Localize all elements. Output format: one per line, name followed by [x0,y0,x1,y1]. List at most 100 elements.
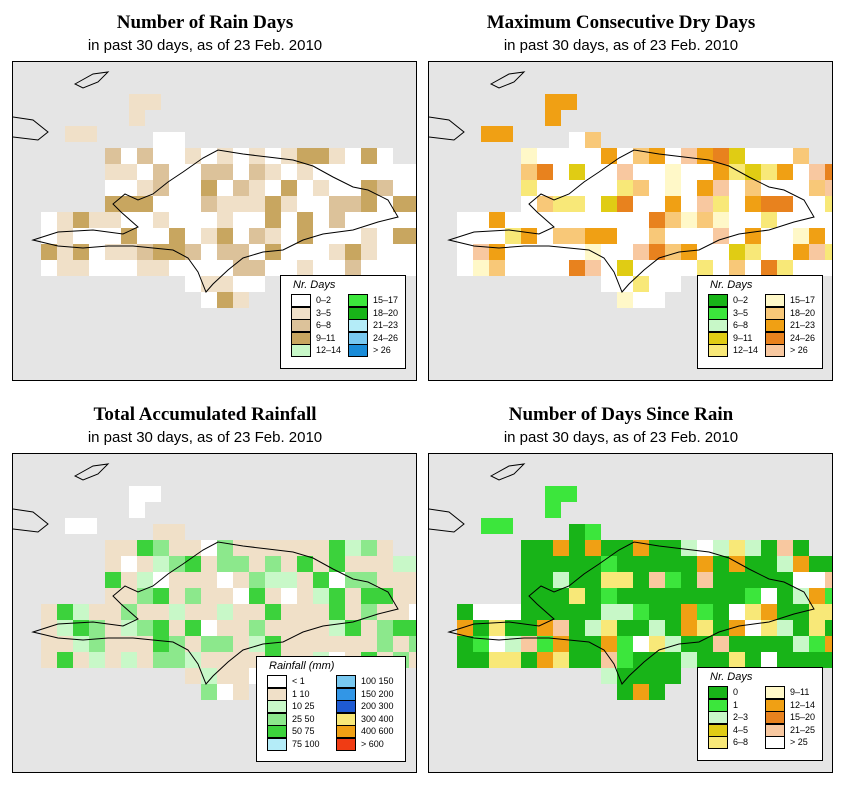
grid-cell [729,148,745,164]
grid-cell [105,244,121,260]
grid-cell [409,652,416,668]
grid-cell [473,212,489,228]
grid-cell [681,620,697,636]
grid-cell [233,292,249,308]
grid-cell [121,244,137,260]
legend-swatch [708,331,728,345]
grid-cell [233,620,249,636]
grid-cell [393,260,409,276]
legend-label: 0–2 [316,295,332,305]
map-canvas [429,463,832,700]
grid-cell [729,260,745,276]
grid-cell [745,588,761,604]
grid-cell [169,196,185,212]
grid-cell [681,180,697,196]
legend-swatch [765,294,785,307]
legend-swatch [336,737,356,751]
grid-cell [761,260,777,276]
grid-cell [633,620,649,636]
grid-cell [129,486,145,502]
grid-cell [617,636,633,652]
grid-cell [729,164,745,180]
grid-cell [681,244,697,260]
legend-label: < 1 [292,676,305,686]
grid-cell [281,228,297,244]
grid-cell [201,212,217,228]
grid-cell [185,260,201,276]
grid-cell [777,620,793,636]
grid-cell [617,652,633,668]
grid-cell [697,164,713,180]
grid-cell [185,540,201,556]
grid-cell [233,652,249,668]
grid-cell [249,212,265,228]
grid-cell [649,164,665,180]
grid-cell [697,588,713,604]
grid-cell [313,260,329,276]
grid-cell [217,572,233,588]
grid-cell [777,212,793,228]
grid-cell [729,636,745,652]
grid-cell [713,540,729,556]
grid-cell [713,228,729,244]
grid-cell [729,180,745,196]
grid-cell [361,228,377,244]
grid-cell [121,180,137,196]
grid-cell [761,164,777,180]
grid-cell [105,556,121,572]
panel-title: Maximum Consecutive Dry Days [486,12,756,33]
grid-cell [713,196,729,212]
grid-cell [457,636,473,652]
grid-cell [585,572,601,588]
legend-label: 0–2 [733,295,749,305]
grid-cell [793,636,809,652]
grid-cell [169,148,185,164]
grid-cell [745,540,761,556]
grid-cell [137,540,153,556]
grid-cell [105,228,121,244]
grid-cell [553,652,569,668]
grid-cell [729,228,745,244]
grid-cell [553,164,569,180]
grid-cell [473,228,489,244]
grid-cell [361,540,377,556]
grid-cell [617,148,633,164]
grid-cell [649,212,665,228]
grid-cell [713,620,729,636]
grid-cell [233,604,249,620]
grid-cell [537,244,553,260]
grid-cell [233,276,249,292]
grid-cell [825,260,832,276]
grid-cell [217,212,233,228]
grid-cell [137,556,153,572]
legend-swatch [348,344,368,357]
grid-cell [633,260,649,276]
grid-cell [697,148,713,164]
grid-cell [89,636,105,652]
legend-swatch [348,306,368,320]
panel-title: Number of Days Since Rain [508,404,734,425]
legend-swatch [708,344,728,357]
grid-cell [121,196,137,212]
legend-swatch [708,294,728,307]
legend-label: > 25 [790,737,808,747]
grid-cell [537,196,553,212]
grid-cell [281,620,297,636]
grid-cell [665,164,681,180]
legend-swatch [708,306,728,320]
grid-cell [697,652,713,668]
legend-swatch [267,675,287,688]
grid-cell [137,260,153,276]
grid-cell [601,540,617,556]
coastline [447,541,815,685]
grid-cell [633,292,649,308]
grid-cell [745,620,761,636]
grid-cell [681,260,697,276]
grid-cell [409,164,416,180]
grid-cell [121,620,137,636]
grid-cell [265,180,281,196]
grid-cell [201,636,217,652]
grid-cell [89,652,105,668]
grid-cell [649,180,665,196]
grid-cell [649,244,665,260]
